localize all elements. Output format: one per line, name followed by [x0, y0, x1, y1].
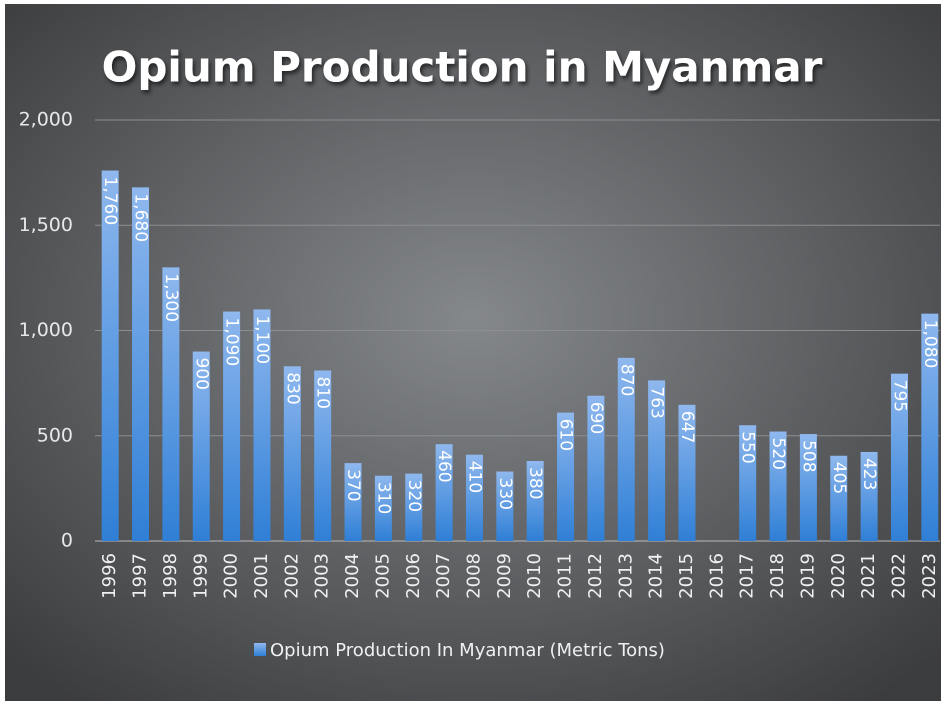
data-label: 830	[282, 372, 302, 404]
x-tick-label: 2022	[888, 553, 909, 599]
x-tick-label: 2017	[737, 553, 758, 599]
bar	[860, 451, 878, 541]
x-tick-label: 2014	[646, 553, 667, 599]
bar	[496, 471, 514, 541]
y-tick-label: 1,000	[19, 319, 73, 341]
x-tick-label: 2005	[372, 553, 393, 599]
y-tick-label: 500	[37, 424, 73, 446]
x-tick-label: 2004	[342, 553, 363, 599]
data-label: 690	[586, 402, 606, 434]
x-tick-label: 2011	[555, 553, 576, 599]
bar	[648, 380, 666, 541]
data-label: 647	[677, 411, 697, 443]
data-label: 870	[616, 364, 636, 396]
x-tick-label: 2020	[828, 553, 849, 599]
bar	[162, 267, 180, 541]
y-tick-label: 0	[61, 530, 73, 552]
data-label: 460	[434, 450, 454, 482]
bar	[465, 454, 483, 541]
data-label: 1,080	[920, 320, 940, 369]
x-tick-label: 2000	[221, 553, 242, 599]
bar	[617, 357, 635, 541]
bar	[132, 187, 150, 542]
bar	[101, 170, 119, 541]
x-tick-label: 2015	[676, 553, 697, 599]
data-label: 310	[373, 482, 393, 514]
bar	[253, 309, 271, 541]
data-label: 1,090	[222, 318, 242, 367]
data-label: 900	[191, 358, 211, 390]
data-label: 795	[889, 380, 909, 412]
data-label: 423	[859, 458, 879, 490]
x-tick-label: 2006	[403, 553, 424, 599]
data-label: 380	[525, 467, 545, 499]
legend-label: Opium Production In Myanmar (Metric Tons…	[270, 640, 665, 661]
x-tick-label: 2007	[433, 553, 454, 599]
x-tick-label: 1999	[190, 553, 211, 599]
bar	[921, 313, 939, 541]
bar	[557, 412, 575, 541]
y-tick-label: 2,000	[19, 109, 73, 131]
bar	[223, 311, 241, 541]
data-label: 1,760	[100, 177, 120, 226]
data-label: 810	[313, 376, 333, 408]
bar	[769, 431, 787, 541]
data-label: 610	[556, 419, 576, 451]
chart-title: Opium Production in Myanmar	[102, 43, 823, 92]
data-label: 1,300	[161, 273, 181, 322]
x-tick-label: 2023	[919, 553, 940, 599]
x-tick-label: 2008	[463, 553, 484, 599]
legend-swatch	[254, 643, 266, 656]
bar	[283, 366, 301, 541]
x-tick-label: 1998	[160, 553, 181, 599]
x-tick-label: 2010	[524, 553, 545, 599]
bar	[192, 351, 210, 541]
data-label: 405	[829, 462, 849, 494]
data-label: 763	[647, 386, 667, 418]
bar	[405, 473, 423, 541]
bar	[830, 455, 848, 541]
bar	[526, 461, 544, 541]
x-tick-label: 2003	[312, 553, 333, 599]
data-label: 508	[798, 440, 818, 472]
x-tick-label: 2012	[585, 553, 606, 599]
x-tick-label: 1996	[99, 553, 120, 599]
bar	[435, 444, 453, 541]
data-label: 410	[464, 461, 484, 493]
x-tick-label: 2021	[858, 553, 879, 599]
data-label: 320	[404, 480, 424, 512]
x-tick-label: 1997	[130, 553, 151, 599]
bar	[739, 425, 757, 541]
bar	[799, 434, 817, 541]
bar	[678, 404, 696, 541]
x-tick-label: 2009	[494, 553, 515, 599]
bar	[587, 395, 605, 541]
data-label: 370	[343, 469, 363, 501]
x-tick-label: 2019	[797, 553, 818, 599]
data-label: 330	[495, 478, 515, 510]
x-tick-label: 2002	[281, 553, 302, 599]
x-tick-label: 2018	[767, 553, 788, 599]
bar	[890, 373, 908, 541]
x-tick-label: 2016	[706, 553, 727, 599]
bar	[374, 475, 392, 541]
bar	[344, 463, 362, 541]
x-tick-label: 2001	[251, 553, 272, 599]
data-label: 1,680	[131, 193, 151, 242]
data-label: 550	[738, 431, 758, 463]
data-label: 1,100	[252, 315, 272, 364]
y-tick-label: 1,500	[19, 214, 73, 236]
data-label: 520	[768, 438, 788, 470]
x-tick-label: 2013	[615, 553, 636, 599]
bar	[314, 370, 332, 541]
